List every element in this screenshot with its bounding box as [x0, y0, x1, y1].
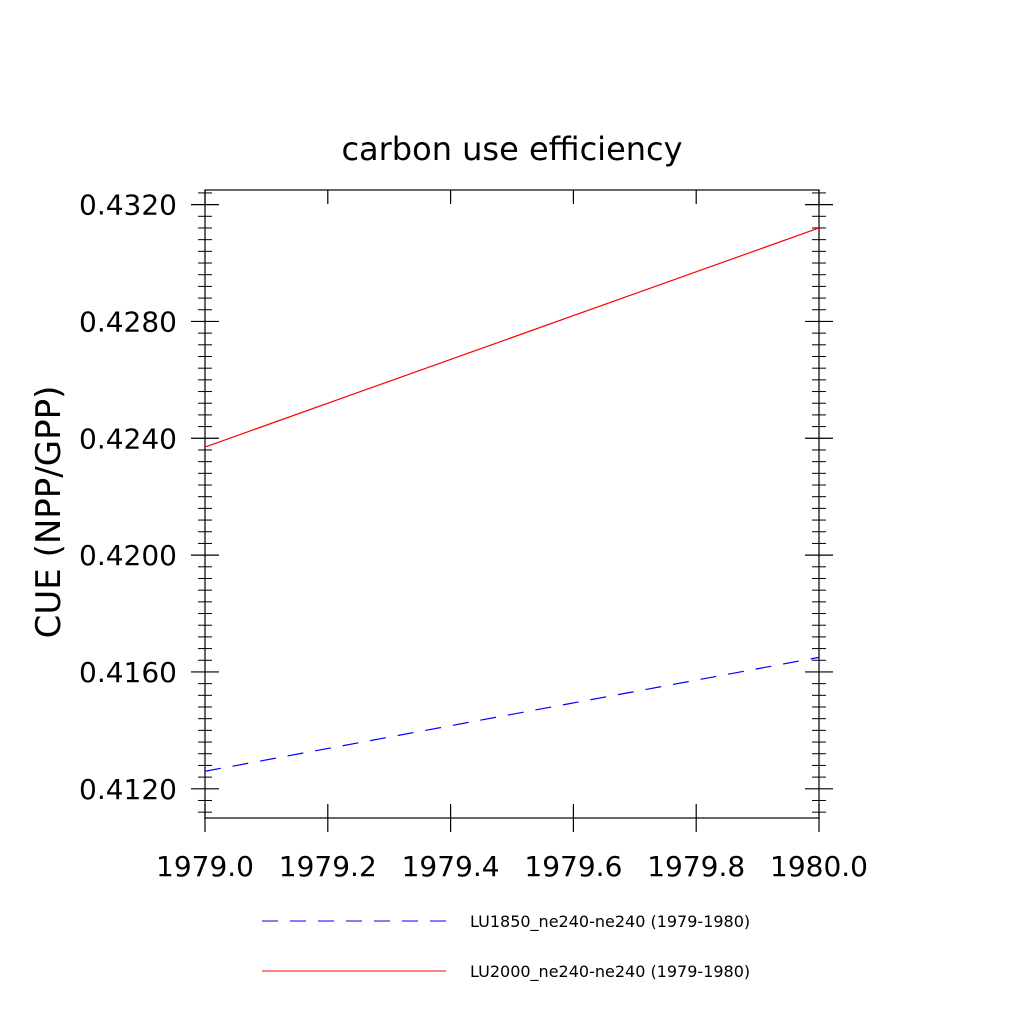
y-tick-label: 0.4200	[79, 539, 177, 572]
x-tick-labels: 1979.0 1979.2 1979.4 1979.6 1979.8 1980.0	[156, 850, 868, 883]
x-tick-label: 1979.4	[402, 850, 500, 883]
legend-label-lu2000: LU2000_ne240-ne240 (1979-1980)	[470, 962, 750, 982]
y-tick-label: 0.4240	[79, 422, 177, 455]
y-tick-label: 0.4320	[79, 189, 177, 222]
series-lines	[204, 227, 820, 772]
x-tick-label: 1979.0	[156, 850, 254, 883]
y-tick-label: 0.4120	[79, 773, 177, 806]
plot-frame	[204, 189, 820, 819]
x-tick-label: 1979.6	[524, 850, 622, 883]
y-tick-label: 0.4280	[79, 305, 177, 338]
axis-ticks	[191, 190, 833, 832]
y-axis-label: CUE (NPP/GPP)	[29, 386, 69, 639]
series-line-1	[204, 227, 820, 448]
chart-title: carbon use efficiency	[341, 130, 682, 168]
legend-label-lu1850: LU1850_ne240-ne240 (1979-1980)	[470, 912, 750, 932]
x-tick-label: 1980.0	[770, 850, 868, 883]
x-tick-label: 1979.8	[647, 850, 745, 883]
y-tick-labels: 0.4120 0.4160 0.4200 0.4240 0.4280 0.4320	[79, 189, 177, 806]
y-tick-label: 0.4160	[79, 656, 177, 689]
series-line-0	[204, 656, 820, 772]
x-tick-label: 1979.2	[279, 850, 377, 883]
legend: LU1850_ne240-ne240 (1979-1980) LU2000_ne…	[262, 912, 750, 982]
